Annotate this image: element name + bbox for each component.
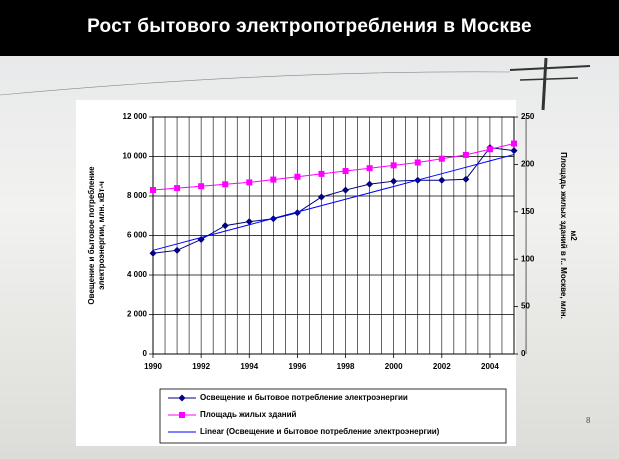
x-tick-label: 1990 [144, 362, 162, 371]
x-tick-label: 2002 [433, 362, 451, 371]
data-point [174, 185, 181, 192]
plot-frame [152, 116, 515, 355]
y2-tick-label: 200 [521, 160, 535, 169]
data-point [318, 170, 325, 177]
data-point [222, 181, 229, 188]
y2-tick-label: 100 [521, 254, 535, 263]
data-point [438, 155, 445, 162]
data-point [438, 176, 446, 184]
x-tick-label: 1996 [289, 362, 307, 371]
data-point [366, 180, 374, 188]
data-point [511, 140, 517, 147]
data-point [173, 246, 181, 254]
data-point [414, 159, 421, 166]
data-point [198, 183, 205, 190]
y2-axis-label: м2 [569, 230, 578, 241]
data-point [149, 249, 157, 257]
y-axis-label: электроэнергии, млн. кВт-ч [97, 181, 106, 290]
page-number: 8 [586, 416, 591, 425]
slide-title: Рост бытового электропотребления в Москв… [0, 0, 619, 56]
y2-tick-label: 250 [521, 112, 535, 121]
data-point [510, 147, 518, 155]
data-point [246, 179, 253, 186]
data-point [462, 175, 470, 183]
y-axis-label: Овещение и бытовое потребление [87, 166, 96, 305]
data-point [390, 177, 398, 185]
legend-label: Освещение и бытовое потребление электроэ… [200, 393, 408, 402]
y-tick-label: 4 000 [127, 270, 148, 279]
data-point [390, 162, 397, 169]
data-point [294, 173, 301, 180]
y-tick-label: 6 000 [127, 231, 148, 240]
x-tick-label: 2000 [385, 362, 403, 371]
y-tick-label: 10 000 [123, 152, 148, 161]
data-point [342, 186, 350, 194]
y2-tick-label: 150 [521, 207, 535, 216]
legend-label: Площадь жилых зданий [200, 410, 297, 419]
data-point [366, 165, 373, 172]
legend-marker [178, 394, 186, 402]
series-line [152, 143, 515, 191]
power-pole [0, 57, 591, 111]
y-tick-label: 0 [143, 349, 148, 358]
data-point [245, 218, 253, 226]
y2-tick-label: 50 [521, 302, 530, 311]
x-tick-label: 1992 [192, 362, 210, 371]
data-point [317, 193, 325, 201]
legend-label: Linear (Освещение и бытовое потребление … [200, 427, 440, 436]
series-line [152, 147, 515, 254]
x-tick-label: 1994 [240, 362, 258, 371]
y-tick-label: 2 000 [127, 310, 148, 319]
data-point [221, 222, 229, 230]
x-tick-label: 2004 [481, 362, 499, 371]
data-point [342, 168, 349, 175]
legend-marker [179, 412, 185, 418]
data-point [270, 176, 277, 183]
data-point [486, 146, 493, 153]
x-tick-label: 1998 [337, 362, 355, 371]
data-point [462, 151, 469, 158]
series-line [152, 154, 515, 251]
y2-axis-label: Площадь жилых зданий в г.. Москве, млн. [559, 152, 568, 319]
y-tick-label: 12 000 [123, 112, 148, 121]
data-point [150, 186, 156, 193]
legend [159, 388, 507, 444]
y2-tick-label: 0 [521, 349, 526, 358]
y-tick-label: 8 000 [127, 191, 148, 200]
